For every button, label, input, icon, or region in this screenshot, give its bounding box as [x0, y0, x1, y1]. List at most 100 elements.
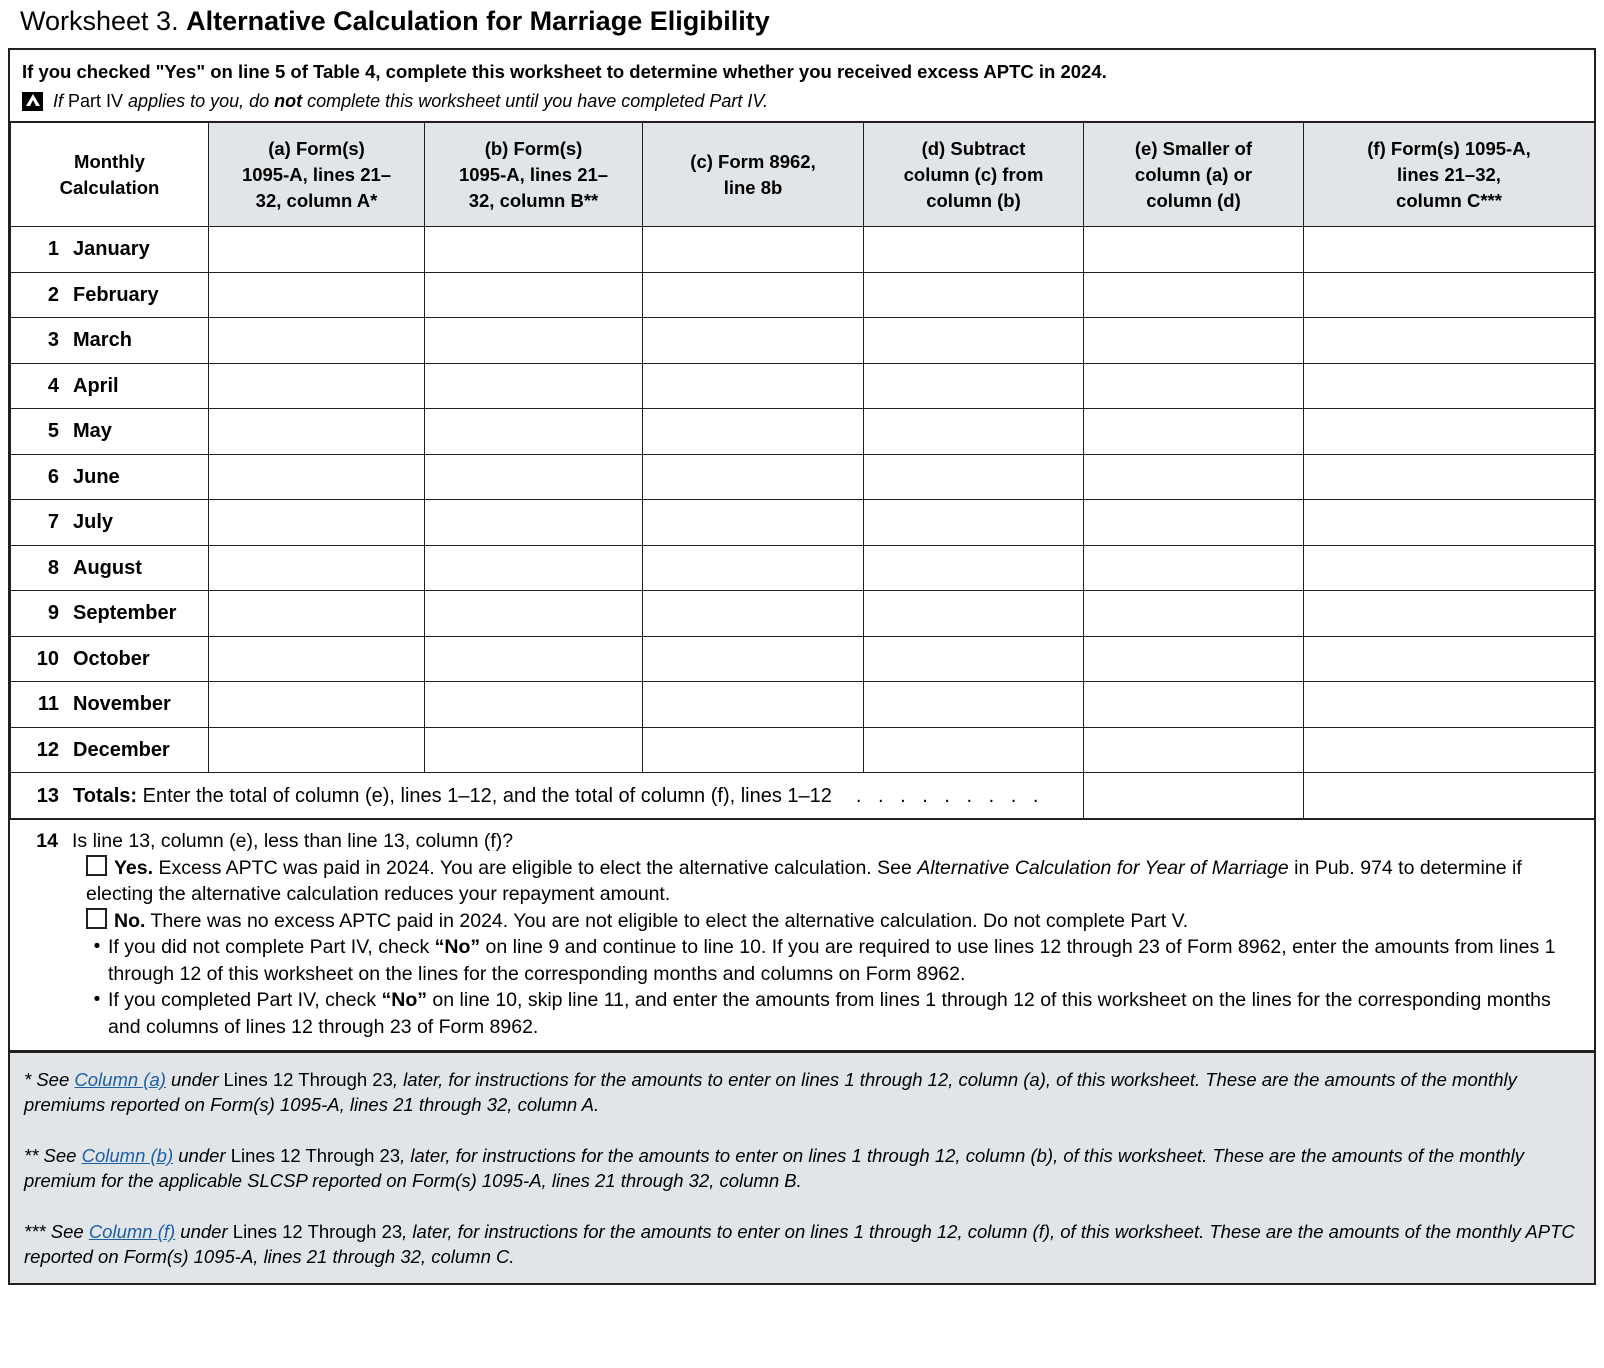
- input-cell-c[interactable]: [642, 544, 864, 591]
- input-cell-a[interactable]: [208, 271, 425, 318]
- input-cell-a[interactable]: [208, 499, 425, 546]
- input-cell-d[interactable]: [863, 317, 1084, 364]
- bullet-1-post: on line 9 and continue to line 10. If yo…: [108, 936, 1556, 985]
- input-cell-a[interactable]: [208, 362, 425, 409]
- input-cell-d[interactable]: [863, 271, 1084, 318]
- input-cell-c[interactable]: [642, 635, 864, 682]
- row-month-name: July: [73, 511, 114, 534]
- input-cell-b[interactable]: [424, 453, 643, 500]
- line-14-yes-option[interactable]: Yes. Excess APTC was paid in 2024. You a…: [72, 854, 1584, 908]
- input-cell-b[interactable]: [424, 590, 643, 637]
- input-cell-d[interactable]: [863, 499, 1084, 546]
- input-cell-e[interactable]: [1083, 408, 1304, 455]
- input-cell-d[interactable]: [863, 681, 1084, 728]
- input-cell-f[interactable]: [1303, 499, 1595, 546]
- row-month-name: November: [73, 693, 171, 716]
- input-cell-f[interactable]: [1303, 317, 1595, 364]
- input-cell-c[interactable]: [642, 453, 864, 500]
- input-cell-f[interactable]: [1303, 544, 1595, 591]
- input-cell-e[interactable]: [1083, 590, 1304, 637]
- input-cell-c[interactable]: [642, 726, 864, 773]
- input-cell-e[interactable]: [1083, 226, 1304, 273]
- input-cell-b[interactable]: [424, 726, 643, 773]
- input-cell-e[interactable]: [1083, 317, 1304, 364]
- table-row: 5 May: [10, 408, 1595, 455]
- row-line-number: 11: [37, 693, 59, 716]
- input-cell-b[interactable]: [424, 681, 643, 728]
- totals-input-e[interactable]: [1083, 772, 1304, 819]
- input-cell-d[interactable]: [863, 408, 1084, 455]
- input-cell-d[interactable]: [863, 590, 1084, 637]
- input-cell-d[interactable]: [863, 362, 1084, 409]
- input-cell-d[interactable]: [863, 226, 1084, 273]
- row-line-number: 6: [47, 465, 59, 488]
- input-cell-d[interactable]: [863, 453, 1084, 500]
- month-label-cell: 2 February: [10, 271, 209, 318]
- footnote-see: See: [38, 1145, 82, 1166]
- input-cell-d[interactable]: [863, 726, 1084, 773]
- input-cell-e[interactable]: [1083, 271, 1304, 318]
- input-cell-e[interactable]: [1083, 453, 1304, 500]
- totals-input-f[interactable]: [1303, 772, 1595, 819]
- input-cell-b[interactable]: [424, 499, 643, 546]
- input-cell-c[interactable]: [642, 271, 864, 318]
- input-cell-d[interactable]: [863, 544, 1084, 591]
- input-cell-a[interactable]: [208, 590, 425, 637]
- input-cell-c[interactable]: [642, 681, 864, 728]
- input-cell-c[interactable]: [642, 226, 864, 273]
- caution-part: Part IV: [63, 91, 129, 111]
- table-row-totals: 13 Totals: Enter the total of column (e)…: [10, 772, 1595, 819]
- footnote-column-link[interactable]: Column (f): [88, 1221, 176, 1242]
- footnote-column-link[interactable]: Column (a): [74, 1069, 166, 1090]
- input-cell-e[interactable]: [1083, 681, 1304, 728]
- month-label-cell: 4 April: [10, 362, 209, 409]
- input-cell-f[interactable]: [1303, 226, 1595, 273]
- input-cell-b[interactable]: [424, 226, 643, 273]
- no-checkbox[interactable]: [86, 907, 107, 929]
- input-cell-e[interactable]: [1083, 499, 1304, 546]
- input-cell-f[interactable]: [1303, 408, 1595, 455]
- footnote-column-link[interactable]: Column (b): [81, 1145, 174, 1166]
- input-cell-e[interactable]: [1083, 635, 1304, 682]
- input-cell-b[interactable]: [424, 635, 643, 682]
- worksheet-frame: If you checked "Yes" on line 5 of Table …: [8, 48, 1596, 1285]
- input-cell-f[interactable]: [1303, 726, 1595, 773]
- month-label-cell: 5 May: [10, 408, 209, 455]
- line-14-no-option[interactable]: No. There was no excess APTC paid in 202…: [72, 907, 1584, 935]
- input-cell-f[interactable]: [1303, 681, 1595, 728]
- input-cell-d[interactable]: [863, 635, 1084, 682]
- input-cell-e[interactable]: [1083, 726, 1304, 773]
- input-cell-f[interactable]: [1303, 271, 1595, 318]
- input-cell-a[interactable]: [208, 317, 425, 364]
- input-cell-e[interactable]: [1083, 544, 1304, 591]
- input-cell-b[interactable]: [424, 271, 643, 318]
- input-cell-f[interactable]: [1303, 590, 1595, 637]
- input-cell-f[interactable]: [1303, 635, 1595, 682]
- yes-label: Yes.: [114, 856, 154, 879]
- worksheet-name: Alternative Calculation for Marriage Eli…: [186, 6, 770, 36]
- input-cell-a[interactable]: [208, 635, 425, 682]
- input-cell-a[interactable]: [208, 544, 425, 591]
- input-cell-a[interactable]: [208, 226, 425, 273]
- input-cell-a[interactable]: [208, 408, 425, 455]
- input-cell-c[interactable]: [642, 408, 864, 455]
- input-cell-a[interactable]: [208, 681, 425, 728]
- input-cell-b[interactable]: [424, 362, 643, 409]
- input-cell-c[interactable]: [642, 317, 864, 364]
- input-cell-b[interactable]: [424, 408, 643, 455]
- input-cell-f[interactable]: [1303, 453, 1595, 500]
- table-row: 2 February: [10, 271, 1595, 318]
- input-cell-a[interactable]: [208, 453, 425, 500]
- input-cell-b[interactable]: [424, 317, 643, 364]
- input-cell-c[interactable]: [642, 499, 864, 546]
- input-cell-b[interactable]: [424, 544, 643, 591]
- input-cell-f[interactable]: [1303, 362, 1595, 409]
- yes-checkbox[interactable]: [86, 854, 107, 876]
- input-cell-e[interactable]: [1083, 362, 1304, 409]
- input-cell-c[interactable]: [642, 590, 864, 637]
- input-cell-a[interactable]: [208, 726, 425, 773]
- row-month-name: August: [73, 556, 142, 579]
- input-cell-c[interactable]: [642, 362, 864, 409]
- col-header-b: (b) Form(s) 1095-A, lines 21– 32, column…: [424, 122, 643, 227]
